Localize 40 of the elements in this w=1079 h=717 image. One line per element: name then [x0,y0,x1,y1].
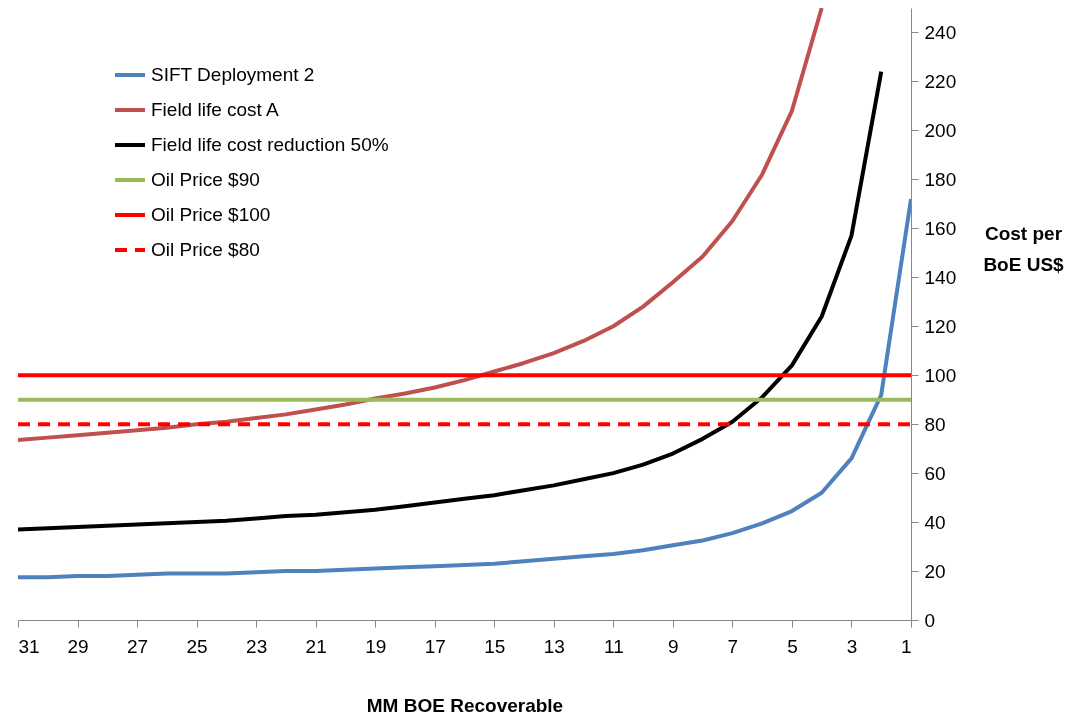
x-axis-title: MM BOE Recoverable [366,694,564,716]
legend-label: Field life cost reduction 50% [151,134,389,155]
x-tick-label: 31 [18,635,40,657]
line-series [18,8,824,443]
x-tick-label: 17 [424,635,446,657]
y-tick-label: 60 [924,462,946,484]
legend-label: SIFT Deployment 2 [151,64,315,85]
x-tick-label: 19 [365,635,387,657]
line-series [18,69,884,532]
legend-label: Oil Price $90 [151,169,260,190]
x-tick-label: 5 [787,635,798,657]
x-tick-label: 13 [543,635,565,657]
y-tick-label: 80 [924,413,946,435]
x-tick-label: 21 [305,635,327,657]
x-tick-label: 23 [246,635,268,657]
line-series [18,196,911,580]
x-tick-label: 15 [484,635,506,657]
x-tick-label: 11 [603,635,624,657]
x-tick-label: 1 [900,635,912,657]
y-tick-label: 140 [924,266,957,288]
legend-label: Field life cost A [151,99,280,120]
y-tick-label: 220 [924,70,957,92]
y-tick-label: 100 [924,364,957,386]
y-tick-label: 40 [924,511,946,533]
y-tick-label: 0 [924,609,936,631]
y-tick-label: 160 [924,217,957,239]
x-tick-label: 3 [846,635,858,657]
y-tick-label: 20 [924,560,946,582]
y-tick-label: 240 [924,21,957,43]
legend-label: Oil Price $80 [151,239,260,260]
x-tick-label: 25 [186,635,208,657]
x-tick-label: 27 [127,635,149,657]
legend-label: Oil Price $100 [151,204,271,225]
x-tick-label: 29 [67,635,89,657]
y-tick-label: 120 [924,315,957,337]
y-tick-label: 200 [924,119,957,141]
y-axis-title: Cost per BoE US$ [983,222,1065,275]
x-tick-label: 9 [668,635,679,657]
x-tick-label: 7 [727,635,739,657]
y-tick-label: 180 [924,168,957,190]
